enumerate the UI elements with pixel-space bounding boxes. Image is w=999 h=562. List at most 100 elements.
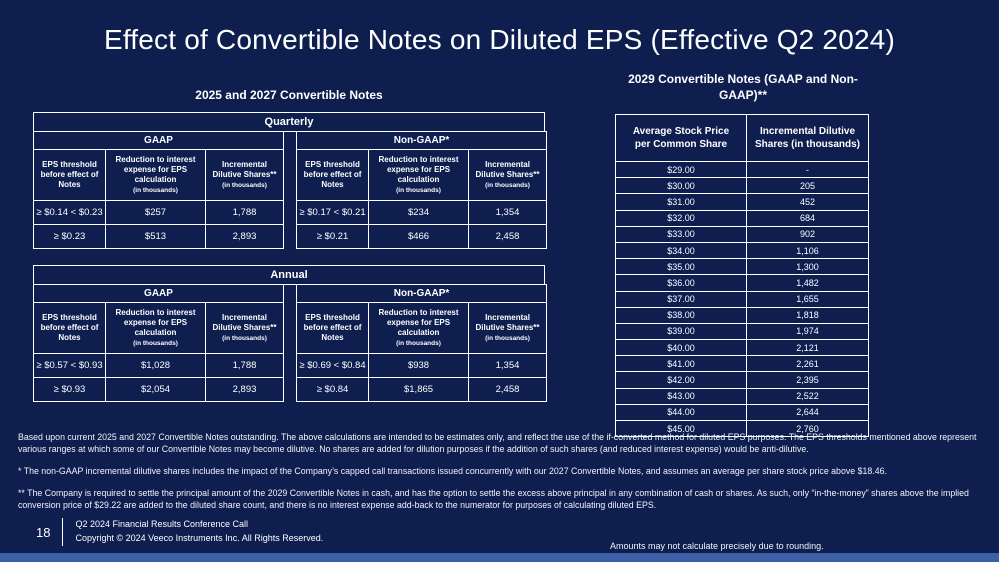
reduction-cell: $1,028 [105,353,206,378]
shares-cell: 2,760 [746,419,869,438]
col-header-text: Incremental Dilutive Shares** [212,312,277,332]
annual-header-bar: Annual [33,265,545,285]
shares-cell: 1,788 [204,200,285,225]
shares-cell: 2,458 [468,377,548,402]
col-header-incremental: Incremental Dilutive Shares** (in thousan… [468,302,548,354]
reduction-cell: $938 [368,353,470,378]
in-thousands-note: (in thousands) [396,186,441,194]
notes-2029-table: Average Stock Price per Common Share Inc… [615,114,869,438]
group-header-row: GAAP [32,284,285,303]
column-header-row: EPS threshold before effect of Notes Red… [296,302,548,354]
table-row: ≥ $0.21 $466 2,458 [296,224,548,249]
left-tables-block: Quarterly GAAP EPS threshold before effe… [32,112,548,402]
col-header-text: EPS threshold before effect of Notes [303,313,362,342]
eps-cell: ≥ $0.93 [33,377,106,402]
shares-cell: 1,655 [746,290,869,308]
table-row: $35.00 1,300 [615,258,869,276]
shares-cell: 1,482 [746,274,869,292]
price-cell: $31.00 [615,193,747,211]
quarterly-nongaap-table: Non-GAAP* EPS threshold before effect of… [296,131,548,249]
annual-gaap-table: GAAP EPS threshold before effect of Note… [32,284,285,402]
table-row: $30.00 205 [615,177,869,195]
table-row: $41.00 2,261 [615,355,869,373]
reduction-cell: $513 [105,224,206,249]
table-row: ≥ $0.84 $1,865 2,458 [296,377,548,402]
col-header-text: EPS threshold before effect of Notes [40,160,99,189]
col-header-eps: EPS threshold before effect of Notes [33,302,106,354]
reduction-cell: $257 [105,200,206,225]
shares-cell: 1,106 [746,241,869,260]
table-row: $45.00 2,760 [615,419,869,438]
price-cell: $45.00 [615,419,747,438]
footnote-nongaap: * The non-GAAP incremental dilutive shar… [18,465,887,476]
shares-cell: 205 [746,177,869,195]
price-cell: $34.00 [615,241,747,260]
price-cell: $42.00 [615,371,747,389]
shares-cell: 2,893 [204,224,285,249]
in-thousands-note: (in thousands) [222,181,267,189]
annual-nongaap-table: Non-GAAP* EPS threshold before effect of… [296,284,548,402]
rounding-note: Amounts may not calculate precisely due … [610,541,824,551]
table-row: $39.00 1,974 [615,322,869,341]
price-cell: $33.00 [615,225,747,243]
shares-cell: 2,458 [468,224,548,249]
col-header-text: Incremental Dilutive Shares** [212,159,277,179]
quarterly-tables: GAAP EPS threshold before effect of Note… [32,131,548,249]
group-label: GAAP [32,131,285,150]
price-cell: $41.00 [615,355,747,373]
shares-cell: 2,893 [204,377,285,402]
table-row: $36.00 1,482 [615,274,869,292]
eps-cell: ≥ $0.23 [33,224,106,249]
price-cell: $39.00 [615,322,747,341]
col-header-text: Reduction to interest expense for EPS ca… [115,307,196,337]
table-row: $38.00 1,818 [615,306,869,324]
footer-text: Q2 2024 Financial Results Conference Cal… [75,518,323,546]
table-row: ≥ $0.17 < $0.21 $234 1,354 [296,200,548,225]
shares-cell: 2,395 [746,371,869,389]
shares-cell: 2,121 [746,339,869,357]
column-header-row: EPS threshold before effect of Notes Red… [296,149,548,201]
column-header-row: EPS threshold before effect of Notes Red… [33,149,285,201]
table-row: ≥ $0.23 $513 2,893 [33,224,285,249]
group-header-row: Non-GAAP* [296,131,548,150]
footnote-general: Based upon current 2025 and 2027 Convert… [18,432,977,454]
shares-cell: 2,261 [746,355,869,373]
shares-cell: 684 [746,209,869,227]
col-header-text: Incremental Dilutive Shares** [475,159,540,179]
column-header-row: Average Stock Price per Common Share Inc… [615,114,869,162]
shares-cell: 1,354 [468,200,548,225]
col-header-incremental: Incremental Dilutive Shares** (in thousan… [468,149,548,201]
footnotes: Based upon current 2025 and 2027 Convert… [18,432,983,521]
table-row: $43.00 2,522 [615,387,869,405]
in-thousands-note: (in thousands) [485,181,530,189]
col-header-incremental: Incremental Dilutive Shares** (in thousan… [204,302,285,354]
table-row: $29.00- [615,160,869,179]
table-row: $32.00 684 [615,209,869,227]
shares-cell: 1,300 [746,258,869,276]
col-header-incremental: Incremental Dilutive Shares** (in thousan… [204,149,285,201]
group-label: Non-GAAP* [296,284,548,303]
reduction-cell: $2,054 [105,377,206,402]
shares-cell: 2,644 [746,403,869,422]
footer-divider [62,518,64,546]
price-cell: $44.00 [615,403,747,422]
eps-cell: ≥ $0.17 < $0.21 [296,200,370,225]
price-cell: $36.00 [615,274,747,292]
col-header-reduction: Reduction to interest expense for EPS ca… [368,302,470,354]
price-cell: $40.00 [615,339,747,357]
page-title: Effect of Convertible Notes on Diluted E… [103,24,896,55]
table-row: $33.00 902 [615,225,869,243]
table-row: ≥ $0.93 $2,054 2,893 [33,377,285,402]
eps-cell: ≥ $0.69 < $0.84 [296,353,370,378]
table-row: ≥ $0.69 < $0.84 $938 1,354 [296,353,548,378]
in-thousands-note: (in thousands) [133,186,178,194]
annual-tables: GAAP EPS threshold before effect of Note… [32,284,548,402]
shares-cell: 1,788 [204,353,285,378]
shares-cell: 1,974 [746,322,869,341]
group-label: GAAP [32,284,285,303]
table-row: $34.00 1,106 [615,241,869,260]
col-header-dilutive-shares: Incremental Dilutive Shares (in thousand… [746,114,869,162]
price-cell: $32.00 [615,209,747,227]
shares-cell: 2,522 [746,387,869,405]
col-header-reduction: Reduction to interest expense for EPS ca… [105,149,206,201]
